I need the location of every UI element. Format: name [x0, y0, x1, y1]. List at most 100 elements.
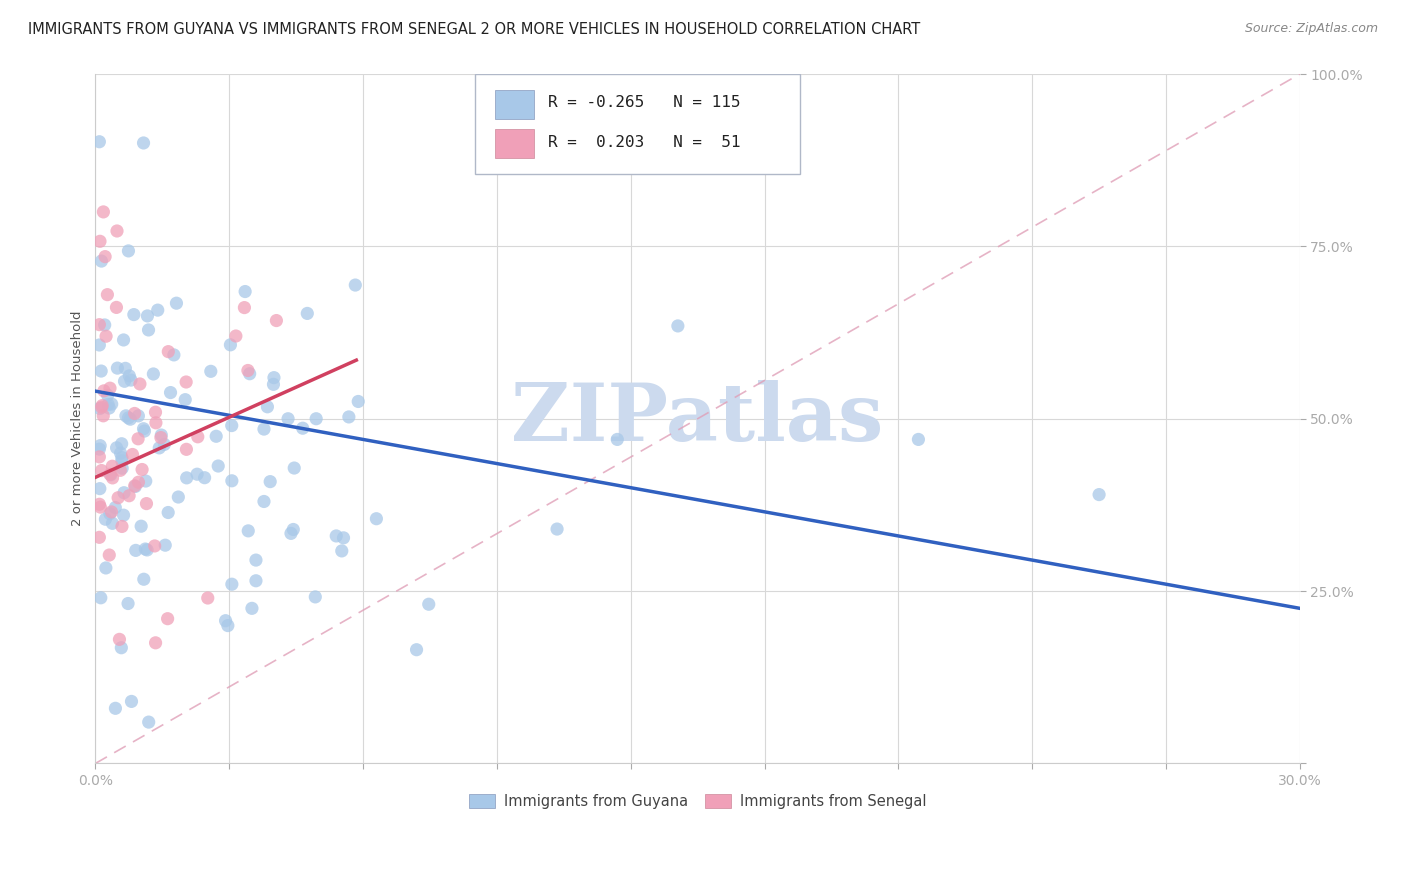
Point: [347, 394, 370, 409]
Point: [277, 411, 299, 425]
Point: [91, 399, 114, 413]
Point: [93, 205, 115, 219]
Point: [111, 461, 134, 475]
Point: [546, 522, 568, 536]
Point: [121, 448, 143, 462]
Point: [107, 361, 129, 376]
Point: [197, 591, 219, 605]
Point: [291, 421, 314, 435]
Point: [124, 407, 146, 421]
Point: [136, 543, 159, 558]
Point: [112, 333, 135, 347]
Point: [124, 479, 146, 493]
Point: [138, 715, 160, 730]
Point: [217, 618, 239, 632]
Point: [174, 392, 197, 407]
Point: [194, 471, 217, 485]
Point: [135, 474, 157, 488]
Point: [105, 441, 128, 455]
Point: [129, 519, 152, 533]
Point: [114, 374, 136, 388]
Point: [142, 367, 165, 381]
Point: [256, 400, 278, 414]
Point: [89, 450, 111, 464]
Point: [117, 244, 139, 258]
Point: [114, 361, 136, 376]
Point: [89, 235, 111, 249]
Point: [200, 364, 222, 378]
Point: [136, 309, 159, 323]
Point: [100, 505, 122, 519]
Point: [245, 574, 267, 588]
Point: [127, 475, 149, 490]
Text: ZIPatlas: ZIPatlas: [512, 380, 884, 458]
Point: [325, 529, 347, 543]
Point: [110, 446, 132, 460]
Point: [105, 224, 128, 238]
Point: [93, 384, 115, 398]
Point: [117, 597, 139, 611]
Point: [186, 467, 208, 482]
Point: [131, 462, 153, 476]
Point: [666, 318, 689, 333]
Point: [262, 377, 284, 392]
Point: [111, 436, 134, 450]
Point: [148, 441, 170, 455]
Point: [145, 636, 167, 650]
Bar: [495, 90, 534, 119]
Point: [176, 471, 198, 485]
Point: [110, 640, 132, 655]
Point: [89, 401, 111, 416]
Point: [245, 553, 267, 567]
Point: [156, 612, 179, 626]
Point: [112, 508, 135, 523]
Point: [330, 544, 353, 558]
Point: [127, 409, 149, 423]
Point: [89, 135, 111, 149]
Point: [405, 642, 427, 657]
Point: [166, 296, 188, 310]
Point: [89, 530, 111, 544]
Point: [225, 329, 247, 343]
FancyBboxPatch shape: [475, 74, 800, 174]
Point: [97, 388, 120, 402]
Point: [240, 601, 263, 615]
Point: [105, 301, 128, 315]
Point: [89, 338, 111, 352]
Point: [145, 416, 167, 430]
Point: [94, 250, 117, 264]
Point: [104, 701, 127, 715]
Point: [134, 424, 156, 438]
Point: [124, 479, 146, 493]
Point: [129, 376, 152, 391]
Point: [127, 432, 149, 446]
Point: [132, 136, 155, 150]
Point: [205, 429, 228, 443]
Point: [90, 464, 112, 478]
Point: [93, 318, 115, 332]
Point: [101, 471, 124, 485]
Point: [101, 516, 124, 531]
Point: [1088, 487, 1111, 501]
Text: Source: ZipAtlas.com: Source: ZipAtlas.com: [1244, 22, 1378, 36]
Point: [266, 313, 288, 327]
Point: [98, 548, 121, 562]
Point: [111, 454, 134, 468]
Point: [90, 364, 112, 378]
Point: [135, 497, 157, 511]
Y-axis label: 2 or more Vehicles in Household: 2 or more Vehicles in Household: [72, 311, 84, 526]
Point: [283, 461, 305, 475]
Point: [100, 467, 122, 482]
Point: [159, 385, 181, 400]
Point: [176, 442, 198, 457]
Point: [108, 632, 131, 647]
Point: [253, 494, 276, 508]
Text: IMMIGRANTS FROM GUYANA VS IMMIGRANTS FROM SENEGAL 2 OR MORE VEHICLES IN HOUSEHOL: IMMIGRANTS FROM GUYANA VS IMMIGRANTS FRO…: [28, 22, 921, 37]
Point: [280, 526, 302, 541]
Point: [89, 500, 111, 515]
Point: [233, 285, 256, 299]
Point: [259, 475, 281, 489]
Point: [98, 467, 121, 482]
Point: [149, 431, 172, 445]
Point: [233, 301, 256, 315]
